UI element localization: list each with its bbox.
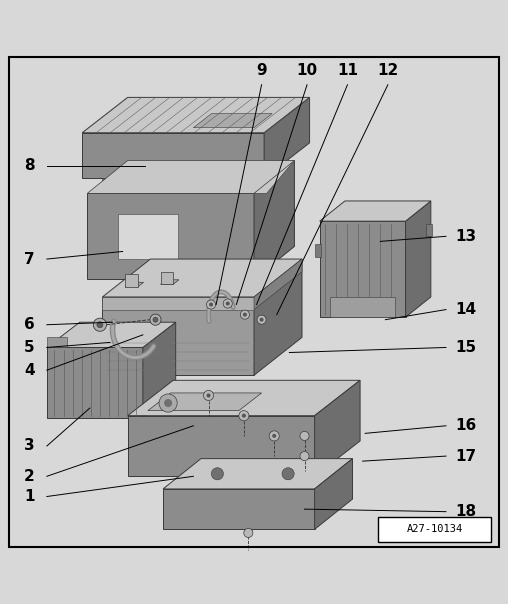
Circle shape [207, 393, 210, 397]
Text: 9: 9 [256, 63, 267, 78]
Circle shape [150, 314, 161, 325]
Bar [426, 223, 432, 236]
Bar [314, 244, 321, 257]
Circle shape [244, 528, 253, 538]
Polygon shape [314, 381, 360, 477]
Polygon shape [128, 381, 360, 416]
Polygon shape [103, 178, 115, 186]
Text: 13: 13 [456, 229, 477, 244]
Polygon shape [82, 133, 264, 178]
Polygon shape [224, 178, 236, 186]
Polygon shape [148, 393, 262, 411]
Polygon shape [128, 416, 314, 477]
Text: 15: 15 [456, 340, 477, 355]
Circle shape [272, 434, 276, 438]
Polygon shape [125, 282, 144, 287]
Circle shape [226, 301, 230, 306]
Circle shape [164, 399, 172, 407]
Polygon shape [194, 114, 272, 127]
Circle shape [269, 431, 279, 441]
Polygon shape [87, 161, 295, 193]
Text: 17: 17 [456, 449, 477, 464]
Polygon shape [254, 259, 302, 310]
Circle shape [300, 431, 309, 440]
Text: 5: 5 [24, 340, 35, 355]
Polygon shape [87, 193, 254, 279]
Circle shape [211, 467, 224, 480]
Text: 4: 4 [24, 363, 35, 378]
Polygon shape [163, 489, 314, 529]
Text: 14: 14 [456, 302, 477, 317]
Polygon shape [254, 161, 295, 279]
Polygon shape [264, 97, 309, 178]
Polygon shape [320, 221, 405, 317]
Circle shape [240, 310, 249, 319]
Circle shape [239, 411, 249, 421]
Text: 8: 8 [24, 158, 35, 173]
Polygon shape [314, 458, 353, 529]
Circle shape [93, 318, 107, 332]
Bar [378, 516, 491, 542]
Polygon shape [161, 272, 173, 284]
Text: 6: 6 [24, 317, 35, 332]
Text: 11: 11 [337, 63, 358, 78]
Circle shape [223, 299, 232, 308]
Text: 3: 3 [24, 439, 35, 454]
Polygon shape [103, 297, 254, 375]
Text: 12: 12 [377, 63, 398, 78]
Polygon shape [103, 297, 254, 310]
Circle shape [153, 317, 158, 322]
Text: 10: 10 [297, 63, 318, 78]
Polygon shape [320, 201, 431, 221]
Text: 1: 1 [24, 489, 35, 504]
Polygon shape [133, 178, 145, 186]
Circle shape [204, 390, 213, 400]
Polygon shape [82, 97, 309, 133]
Circle shape [282, 467, 294, 480]
Circle shape [260, 318, 264, 322]
Polygon shape [117, 214, 178, 259]
Circle shape [207, 300, 215, 309]
Circle shape [97, 322, 103, 328]
Polygon shape [254, 178, 267, 186]
Text: 16: 16 [456, 419, 477, 433]
Circle shape [159, 394, 177, 412]
Polygon shape [47, 322, 176, 347]
Polygon shape [47, 347, 143, 418]
Polygon shape [103, 259, 302, 297]
Text: 7: 7 [24, 251, 35, 266]
Polygon shape [125, 274, 138, 287]
Polygon shape [330, 297, 395, 317]
Text: 2: 2 [24, 469, 35, 484]
Text: 18: 18 [456, 504, 477, 519]
Polygon shape [163, 458, 353, 489]
Circle shape [257, 315, 266, 324]
Polygon shape [143, 322, 176, 418]
Polygon shape [405, 201, 431, 317]
Polygon shape [254, 161, 295, 193]
Circle shape [209, 303, 213, 307]
Circle shape [243, 313, 247, 316]
Polygon shape [47, 338, 67, 347]
Text: A27-10134: A27-10134 [406, 524, 463, 535]
Circle shape [242, 414, 246, 418]
Circle shape [300, 452, 309, 461]
Polygon shape [254, 259, 302, 375]
Polygon shape [161, 280, 179, 284]
